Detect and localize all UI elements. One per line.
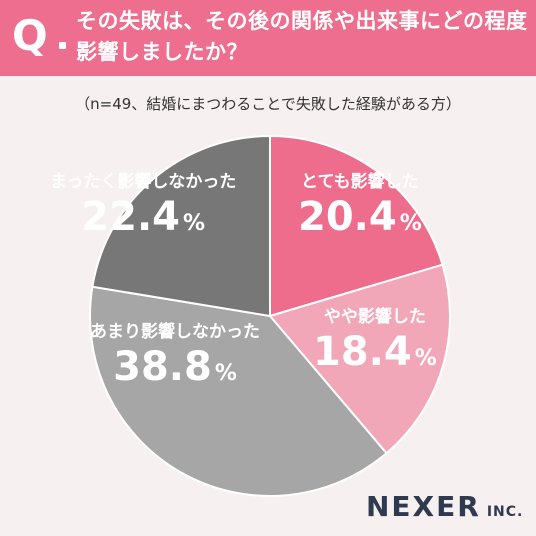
pie-slice — [269, 134, 444, 318]
slice-label: まったく影響しなかった 22.4% — [50, 171, 236, 249]
slice-label-value: 20.4 — [298, 194, 397, 240]
slice-label: あまり影響しなかった 38.8% — [90, 321, 260, 399]
slice-label-name: まったく影響しなかった — [50, 172, 237, 192]
slice-label-name: とても影響した — [301, 172, 419, 192]
question-text: その失敗は、その後の関係や出来事にどの程度 影響しましたか？ — [76, 9, 528, 64]
slice-label-unit: % — [182, 211, 206, 236]
nexer-logo: NEXER INC. — [366, 490, 523, 523]
slice-label-unit: % — [399, 211, 422, 236]
pie-chart — [89, 134, 451, 497]
logo-name: NEXER — [366, 490, 481, 523]
slice-label-name: あまり影響しなかった — [90, 322, 260, 342]
pie-slice — [89, 285, 388, 497]
slice-label: とても影響した 20.4% — [298, 171, 422, 249]
slice-label-value: 18.4 — [313, 329, 412, 375]
pie-slice — [91, 134, 271, 318]
q-dot — [59, 42, 66, 49]
slice-label-unit: % — [414, 346, 437, 371]
q-mark: Q — [12, 11, 48, 60]
slice-label-value: 22.4 — [81, 194, 180, 240]
slice-label-unit: % — [214, 361, 237, 386]
logo-suffix: INC. — [486, 504, 524, 520]
question-header: Q その失敗は、その後の関係や出来事にどの程度 影響しましたか？ — [0, 0, 536, 76]
slice-label-value: 38.8 — [113, 344, 212, 390]
slice-label-name: やや影響した — [323, 307, 426, 327]
slice-label: やや影響した 18.4% — [313, 306, 437, 384]
pie-slice — [268, 263, 451, 455]
sample-note: （n=49、結婚にまつわることで失敗した経験がある方） — [75, 95, 461, 113]
